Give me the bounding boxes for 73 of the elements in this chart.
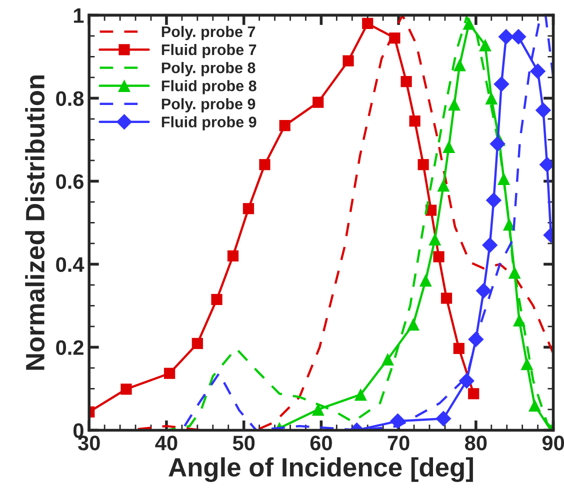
point [312,96,324,108]
y-tick-label: 0 [73,423,84,438]
point [520,358,534,370]
point [486,192,502,208]
point [312,403,324,416]
x-tick-label: 30 [78,436,100,450]
point [400,76,412,88]
x-tick-label: 60 [310,436,332,450]
point [211,294,222,306]
legend-label: Poly. probe 7 [162,26,256,40]
x-tick-label: 50 [232,436,255,450]
legend-label: Poly. probe 8 [162,62,256,76]
x-axis-title: Angle of Incidence [deg] [168,457,473,482]
legend-label: Fluid probe 9 [162,116,256,130]
point [478,38,492,52]
point [528,399,541,412]
point [409,115,420,127]
point [535,102,552,118]
point [279,120,290,132]
point [539,156,554,172]
point [192,338,203,350]
point [362,18,374,30]
point [419,274,432,287]
point [453,58,466,72]
x-tick-label: 40 [155,436,178,450]
point [498,172,510,185]
point [437,179,450,192]
point [485,92,498,104]
point [448,98,461,111]
point [468,331,484,348]
point [436,410,452,426]
point [390,413,406,429]
point [259,159,270,170]
point [428,233,442,246]
x-tick-label: 90 [542,436,564,450]
point [164,368,176,379]
point [381,353,394,366]
y-tick-label: 0.2 [56,340,84,355]
point [354,388,367,401]
point [242,203,254,214]
point [502,218,516,231]
y-tick-label: 0.6 [56,174,84,189]
point [476,282,492,299]
point [433,251,444,262]
y-tick-label: 0.4 [56,257,84,272]
point [462,17,476,30]
point [512,314,526,326]
point [458,372,474,389]
point [418,159,429,170]
legend-label: Poly. probe 9 [162,98,256,112]
point [494,76,510,92]
point [490,136,506,152]
point [510,28,526,45]
y-axis-title: Normalized Distribution [25,76,45,370]
point [453,342,464,354]
point [407,318,420,331]
point [389,32,400,44]
x-tick-label: 80 [465,436,487,450]
point [227,250,239,262]
point [482,237,498,253]
y-tick-label: 0.8 [56,91,84,106]
legend-label: Fluid probe 8 [162,80,256,94]
point [498,28,514,45]
point [468,388,480,400]
point [120,384,132,395]
y-tick-label: 1 [74,8,84,23]
x-tick-label: 70 [388,436,410,450]
point [442,140,456,154]
legend-label: Fluid probe 7 [162,44,256,58]
point [440,292,452,304]
point [530,63,546,80]
point [342,55,354,66]
point [508,266,521,279]
